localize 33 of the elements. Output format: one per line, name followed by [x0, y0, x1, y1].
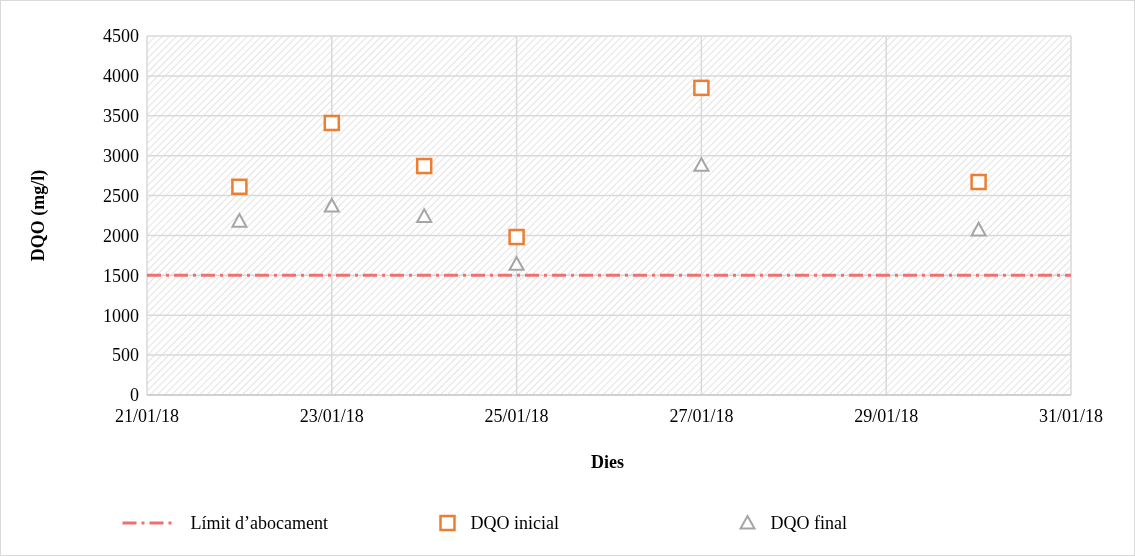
point [693, 157, 710, 172]
point [231, 178, 248, 196]
y-tick-label: 1000 [103, 305, 139, 326]
point [693, 79, 710, 97]
y-tick-label: 1500 [103, 265, 139, 286]
y-tick-label: 4500 [103, 26, 139, 47]
x-axis-title: Dies [591, 452, 624, 472]
legend-label: DQO inicial [470, 513, 559, 534]
point [416, 208, 433, 223]
y-tick-label: 0 [130, 385, 139, 406]
y-tick-label: 3000 [103, 145, 139, 166]
y-tick-label: 3500 [103, 106, 139, 127]
x-tick-label: 21/01/18 [114, 406, 180, 426]
y-tick-label: 4000 [103, 66, 139, 87]
point [508, 228, 525, 246]
point [970, 221, 987, 237]
point [415, 157, 433, 175]
y-tick-label: 2000 [103, 225, 139, 246]
point [508, 256, 525, 271]
point [323, 197, 340, 213]
x-tick-label: 29/01/18 [854, 406, 919, 426]
x-tick-label: 31/01/18 [1038, 406, 1104, 426]
point [323, 114, 341, 132]
x-tick-label: 25/01/18 [484, 406, 549, 426]
point [231, 213, 248, 228]
x-tick-label: 27/01/18 [669, 406, 734, 426]
y-axis-title: DQO (mg/l) [28, 169, 49, 262]
legend-label: Límit d’abocament [190, 513, 328, 534]
y-tick-label: 500 [112, 345, 139, 366]
legend-label: DQO final [770, 513, 847, 534]
x-tick-label: 23/01/18 [299, 406, 364, 426]
y-tick-label: 2500 [103, 185, 139, 206]
point [970, 173, 987, 191]
